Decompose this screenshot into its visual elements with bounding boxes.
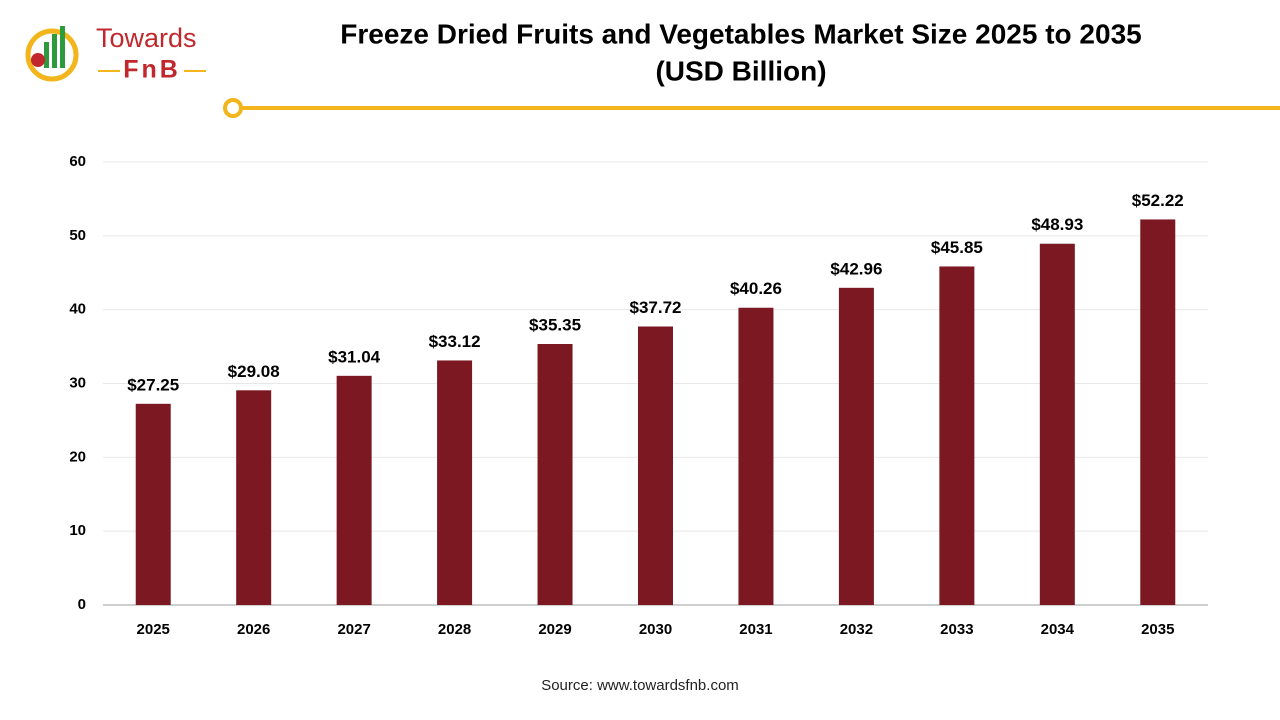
value-label: $35.35 <box>529 315 581 334</box>
value-label: $45.85 <box>931 238 983 257</box>
y-tick-label: 10 <box>69 522 86 539</box>
value-label: $27.25 <box>127 375 179 394</box>
value-label: $37.72 <box>630 298 682 317</box>
source-note: Source: www.towardsfnb.com <box>541 677 739 694</box>
value-label: $48.93 <box>1031 215 1083 234</box>
x-tick-label: 2033 <box>940 621 973 638</box>
value-label: $31.04 <box>328 347 381 366</box>
x-tick-label: 2032 <box>840 621 873 638</box>
x-tick-label: 2028 <box>438 621 471 638</box>
y-tick-label: 20 <box>69 448 86 465</box>
logo-bar <box>52 34 57 68</box>
bar <box>537 343 573 605</box>
bar <box>939 266 975 605</box>
bar <box>638 326 673 605</box>
bar <box>437 360 473 605</box>
logo-bar <box>44 42 49 68</box>
y-tick-label: 0 <box>78 596 86 613</box>
value-label: $29.08 <box>228 362 280 381</box>
x-tick-label: 2035 <box>1141 621 1174 638</box>
bar <box>336 375 372 605</box>
logo-ring <box>25 28 79 82</box>
x-tick-label: 2027 <box>337 621 370 638</box>
logo: Towards FnB <box>25 23 206 84</box>
header-dot <box>223 98 243 118</box>
x-tick-label: 2031 <box>739 621 772 638</box>
chart-title: Freeze Dried Fruits and Vegetables Marke… <box>340 18 1141 49</box>
value-label: $40.26 <box>730 279 782 298</box>
bar <box>838 287 874 605</box>
bar <box>1039 243 1075 605</box>
x-tick-label: 2029 <box>538 621 571 638</box>
value-label: $42.96 <box>830 259 882 278</box>
x-tick-label: 2026 <box>237 621 270 638</box>
bar <box>135 403 171 605</box>
bar <box>236 390 272 605</box>
logo-apple <box>31 53 45 67</box>
x-tick-label: 2034 <box>1041 621 1075 638</box>
value-label: $33.12 <box>429 332 481 351</box>
y-tick-label: 50 <box>69 227 86 244</box>
x-tick-label: 2030 <box>639 621 672 638</box>
value-label: $52.22 <box>1132 191 1184 210</box>
y-tick-label: 60 <box>69 153 86 170</box>
logo-text: FnB <box>123 56 181 84</box>
x-tick-label: 2025 <box>137 621 170 638</box>
y-tick-label: 30 <box>69 374 86 391</box>
logo-bar <box>60 26 65 68</box>
chart-subtitle: (USD Billion) <box>655 55 826 86</box>
bar <box>738 307 774 605</box>
bar <box>1140 219 1176 606</box>
y-tick-label: 40 <box>69 301 86 318</box>
logo-text: Towards <box>96 23 197 53</box>
